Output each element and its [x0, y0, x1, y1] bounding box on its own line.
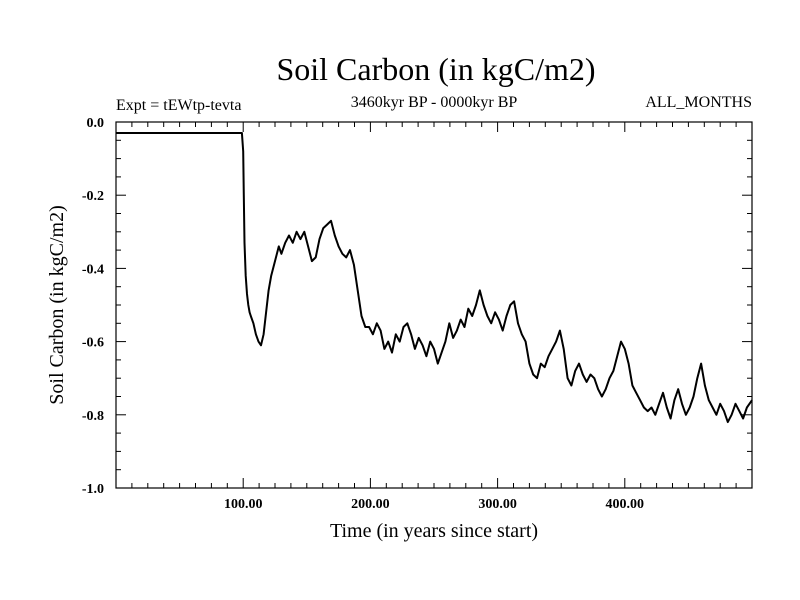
x-tick-label: 200.00: [351, 497, 390, 512]
chart-title: Soil Carbon (in kgC/m2): [276, 51, 595, 87]
x-axis-label: Time (in years since start): [330, 520, 538, 542]
chart-subtitle-left: Expt = tEWtp-tevta: [116, 97, 241, 114]
y-axis-label: Soil Carbon (in kgC/m2): [46, 205, 68, 404]
y-tick-label: -0.8: [82, 409, 104, 424]
y-tick-label: -0.6: [82, 336, 104, 351]
series-line: [116, 132, 753, 424]
chart-subtitle-center: 3460kyr BP - 0000kyr BP: [351, 94, 518, 111]
plot-frame: [115, 121, 753, 489]
x-tick-label: 400.00: [606, 497, 645, 512]
series-layer: [116, 132, 753, 424]
x-tick-label: 300.00: [478, 497, 517, 512]
axes: 100.00 200.00 300.00 400.00 0.0 -0.2 -0.4 -0.6 -…: [82, 116, 752, 512]
y-tick-label: -1.0: [82, 482, 104, 497]
chart-subtitle-right: ALL_MONTHS: [645, 94, 752, 111]
y-tick-label: -0.4: [82, 262, 104, 277]
x-tick-label: 100.00: [224, 497, 263, 512]
y-tick-label: -0.2: [82, 189, 104, 204]
y-tick-label: 0.0: [87, 116, 105, 131]
